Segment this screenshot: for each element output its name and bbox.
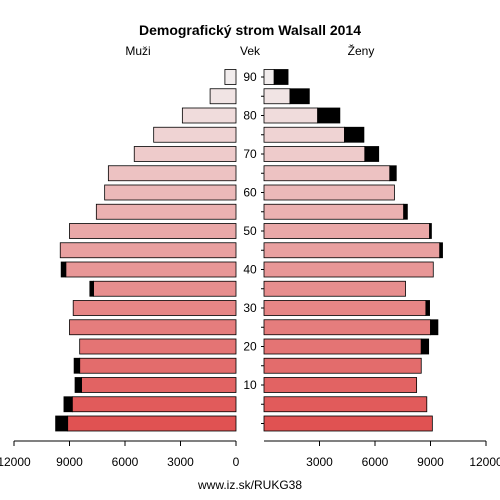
- x-axis: 12000 9000 6000 3000 0 3000 6000 9000 12000: [0, 440, 500, 469]
- chart-title: Demografický strom Walsall 2014: [139, 22, 361, 38]
- female-excess-30-34: [425, 300, 430, 316]
- age-tick-label: 10: [243, 378, 257, 392]
- x-tick-label: 0: [233, 455, 240, 469]
- female-bar-70-74: [263, 146, 366, 162]
- female-bar-40-44: [263, 261, 434, 278]
- age-tick-label: 90: [243, 70, 257, 84]
- age-tick-label: 50: [243, 224, 257, 238]
- female-bar-10-14: [263, 377, 418, 393]
- male-bar-30-34: [72, 300, 237, 316]
- age-tick-label: 30: [243, 301, 257, 315]
- male-excess-35-39: [89, 280, 94, 297]
- age-label: Vek: [240, 44, 261, 58]
- male-bar-80-84: [181, 107, 237, 124]
- male-excess-0-4: [55, 415, 69, 432]
- age-tick-label: 60: [243, 186, 257, 200]
- female-bars: [263, 69, 443, 432]
- male-bar-0-4: [67, 415, 237, 432]
- age-axis: 10 20 30 40 50 60 70 80 90: [243, 70, 264, 424]
- male-bar-25-29: [69, 319, 237, 336]
- male-bar-50-54: [69, 223, 237, 239]
- female-bar-80-84: [263, 107, 319, 124]
- male-bar-70-74: [133, 146, 237, 162]
- female-bar-65-69: [263, 165, 391, 182]
- female-bar-55-59: [263, 203, 405, 220]
- male-excess-5-9: [63, 396, 73, 413]
- female-excess-50-54: [429, 223, 432, 239]
- female-bar-90+: [263, 69, 275, 85]
- female-bar-0-4: [263, 415, 433, 432]
- female-bar-20-24: [263, 338, 422, 355]
- female-excess-20-24: [420, 338, 430, 355]
- x-tick-label: 9000: [417, 455, 444, 469]
- male-bar-35-39: [93, 280, 237, 297]
- female-excess-65-69: [389, 165, 397, 182]
- x-tick-label: 3000: [306, 455, 333, 469]
- male-bar-65-69: [107, 165, 237, 182]
- male-bar-90+: [224, 69, 237, 85]
- female-excess-25-29: [430, 319, 439, 336]
- male-excess-15-19: [73, 357, 81, 374]
- female-excess-45-49: [439, 242, 443, 259]
- male-bar-10-14: [81, 377, 237, 393]
- male-bar-55-59: [95, 203, 237, 220]
- male-bar-20-24: [79, 338, 237, 355]
- female-excess-90+: [273, 69, 289, 85]
- male-bar-40-44: [65, 261, 237, 278]
- female-excess-75-79: [344, 126, 365, 143]
- male-bar-85-89: [209, 88, 237, 105]
- male-bars: [55, 69, 237, 432]
- male-bar-45-49: [59, 242, 237, 259]
- female-excess-80-84: [317, 107, 341, 124]
- female-bar-30-34: [263, 300, 427, 316]
- source-footer: www.iz.sk/RUKG38: [197, 478, 302, 492]
- female-bar-15-19: [263, 357, 422, 374]
- x-tick-label: 12000: [469, 455, 500, 469]
- male-bar-60-64: [104, 184, 237, 201]
- male-bar-75-79: [153, 126, 237, 143]
- x-tick-label: 9000: [56, 455, 83, 469]
- female-bar-5-9: [263, 396, 428, 413]
- female-bar-25-29: [263, 319, 431, 336]
- female-bar-35-39: [263, 280, 406, 297]
- male-bar-5-9: [71, 396, 237, 413]
- female-excess-55-59: [403, 203, 408, 220]
- female-bar-50-54: [263, 223, 430, 239]
- male-label: Muži: [125, 44, 150, 58]
- x-tick-label: 6000: [112, 455, 139, 469]
- female-bar-85-89: [263, 88, 291, 105]
- male-excess-40-44: [60, 261, 67, 278]
- male-excess-10-14: [74, 377, 82, 393]
- age-tick-label: 20: [243, 340, 257, 354]
- female-bar-60-64: [263, 184, 395, 201]
- female-excess-70-74: [364, 146, 380, 162]
- x-tick-label: 6000: [362, 455, 389, 469]
- female-bar-75-79: [263, 126, 345, 143]
- female-bar-45-49: [263, 242, 441, 259]
- age-tick-label: 40: [243, 263, 257, 277]
- age-tick-label: 80: [243, 109, 257, 123]
- x-tick-label: 12000: [0, 455, 31, 469]
- x-tick-label: 3000: [167, 455, 194, 469]
- male-bar-15-19: [79, 357, 237, 374]
- age-tick-label: 70: [243, 147, 257, 161]
- female-label: Ženy: [348, 43, 375, 58]
- female-excess-85-89: [289, 88, 310, 105]
